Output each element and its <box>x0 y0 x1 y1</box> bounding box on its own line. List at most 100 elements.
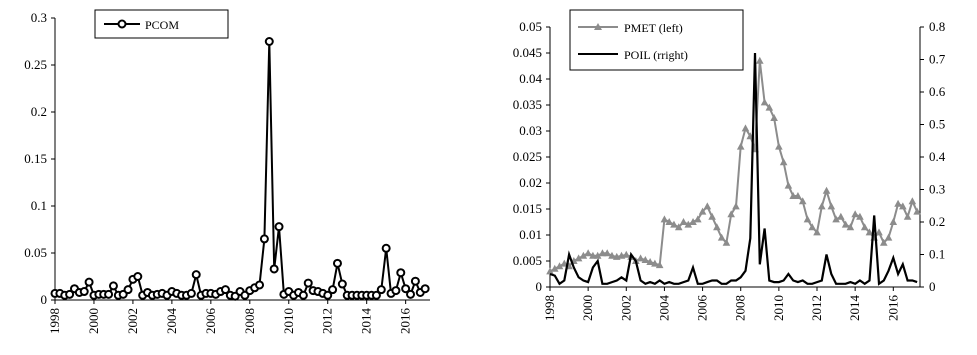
pmet-poil-x-tick-label: 2016 <box>885 295 900 322</box>
poil-y-tick-label: 0.8 <box>929 19 945 34</box>
pmet-point <box>875 228 883 236</box>
pmet-point <box>894 199 902 207</box>
pmet-point <box>603 249 612 257</box>
pmet-point <box>655 261 664 269</box>
pmet-point <box>760 98 769 106</box>
pcom-point <box>108 281 118 291</box>
pmet-y-tick-label: 0.03 <box>519 123 542 138</box>
pcom-point <box>191 270 201 280</box>
pmet-point <box>736 142 745 150</box>
pmet-point <box>598 249 607 257</box>
pcom-point <box>391 286 401 296</box>
legend-label-pmet: PMET (left) <box>624 21 683 35</box>
pmet-point <box>856 212 864 220</box>
poil-y-tick-label: 0.6 <box>929 84 946 99</box>
poil-y-tick-label: 0.2 <box>929 214 945 229</box>
pmet-point <box>555 262 564 270</box>
pcom-point <box>65 289 75 299</box>
pmet-point <box>727 210 735 218</box>
pcom-point <box>410 276 420 286</box>
pcom-point <box>274 222 284 232</box>
pmet-point <box>679 218 688 225</box>
pmet-point <box>784 181 793 189</box>
pmet-y-tick-label: 0.035 <box>513 97 542 112</box>
pmet-y-tick-label: 0.045 <box>513 45 542 60</box>
pcom-x-tick-label: 2008 <box>242 308 257 334</box>
pcom-y-tick-label: 0 <box>41 292 48 307</box>
pmet-point <box>674 223 683 231</box>
pmet-point <box>903 212 912 220</box>
pcom-point <box>303 278 313 288</box>
pmet-point <box>641 255 650 263</box>
pcom-point <box>332 258 342 268</box>
pcom-y-tick-label: 0.25 <box>24 57 47 72</box>
pmet-point <box>851 210 859 218</box>
pmet-point <box>908 197 917 205</box>
pmet-point <box>798 197 807 205</box>
pmet-point <box>703 202 712 210</box>
pmet-point <box>550 264 559 272</box>
pcom-legend: PCOM <box>94 9 229 39</box>
pmet-point <box>879 238 888 246</box>
pmet-y-tick-label: 0.04 <box>519 71 542 86</box>
pmet-point <box>770 114 778 121</box>
pmet-point <box>813 228 821 236</box>
pmet-point <box>670 220 678 228</box>
pcom-y-tick-label: 0.05 <box>24 245 47 260</box>
pmet-point <box>827 202 836 210</box>
poil-y-tick-label: 0.4 <box>929 149 946 164</box>
pmet-y-tick-label: 0.005 <box>513 253 542 268</box>
pmet-poil-x-tick-label: 2002 <box>618 295 633 321</box>
pmet-point <box>899 202 907 210</box>
pcom-x-tick-label: 2002 <box>125 308 140 334</box>
pmet-y-tick-label: 0.015 <box>513 201 542 216</box>
pmet-point <box>608 251 616 259</box>
pcom-point <box>371 290 381 300</box>
pcom-point <box>259 234 269 244</box>
pmet-point <box>808 223 817 231</box>
poil-y-tick-label: 0.1 <box>929 247 945 262</box>
pmet-point <box>722 238 731 246</box>
pmet-point <box>546 267 554 275</box>
poil-right-y-axis: 0 0.1 0.2 0.3 0.4 0.5 0.6 0.7 0.8 <box>920 19 946 294</box>
pmet-point <box>889 218 898 225</box>
pmet-point <box>684 220 693 228</box>
pmet-point <box>636 254 645 262</box>
pmet-point <box>660 215 669 223</box>
pmet-poil-x-axis: 1998 2000 2002 2004 2006 2008 2010 2012 2014 2016 <box>542 287 900 321</box>
pmet-point <box>717 233 726 241</box>
legend-marker-pcom <box>117 19 127 29</box>
pmet-point <box>884 233 893 241</box>
pcom-chart: 0 0.05 0.1 0.15 0.2 0.25 0.3 1998 2000 2002 2004 2… <box>24 9 430 335</box>
pcom-x-tick-label: 2012 <box>320 308 335 334</box>
pmet-point <box>789 192 797 199</box>
pmet-point <box>837 212 845 220</box>
pmet-point <box>698 207 707 215</box>
pmet-point <box>622 250 631 258</box>
pcom-point <box>123 285 133 295</box>
pcom-point <box>401 284 411 294</box>
pcom-point <box>298 290 308 300</box>
pmet-poil-x-tick-label: 2012 <box>809 295 824 321</box>
pcom-y-tick-label: 0.15 <box>24 151 47 166</box>
pcom-point <box>396 268 406 278</box>
pmet-point <box>832 215 840 223</box>
pmet-point <box>694 215 702 223</box>
pcom-axes <box>54 18 430 301</box>
pmet-point <box>713 223 721 231</box>
legend-marker-pmet <box>594 23 602 30</box>
pcom-point <box>220 285 230 295</box>
pcom-y-axis: 0 0.05 0.1 0.15 0.2 0.25 0.3 <box>24 10 55 307</box>
pmet-point <box>689 218 697 225</box>
pcom-point <box>264 37 274 46</box>
pcom-x-tick-label: 2000 <box>86 308 101 334</box>
pmet-poil-x-tick-label: 1998 <box>542 295 557 321</box>
pmet-point <box>846 223 855 231</box>
pcom-x-tick-label: 2006 <box>203 308 218 335</box>
pcom-x-tick-label: 2004 <box>164 308 179 335</box>
pmet-y-tick-label: 0.05 <box>519 19 542 34</box>
pmet-point <box>775 142 783 150</box>
poil-line <box>549 52 918 286</box>
pmet-poil-x-tick-label: 2008 <box>733 295 748 321</box>
